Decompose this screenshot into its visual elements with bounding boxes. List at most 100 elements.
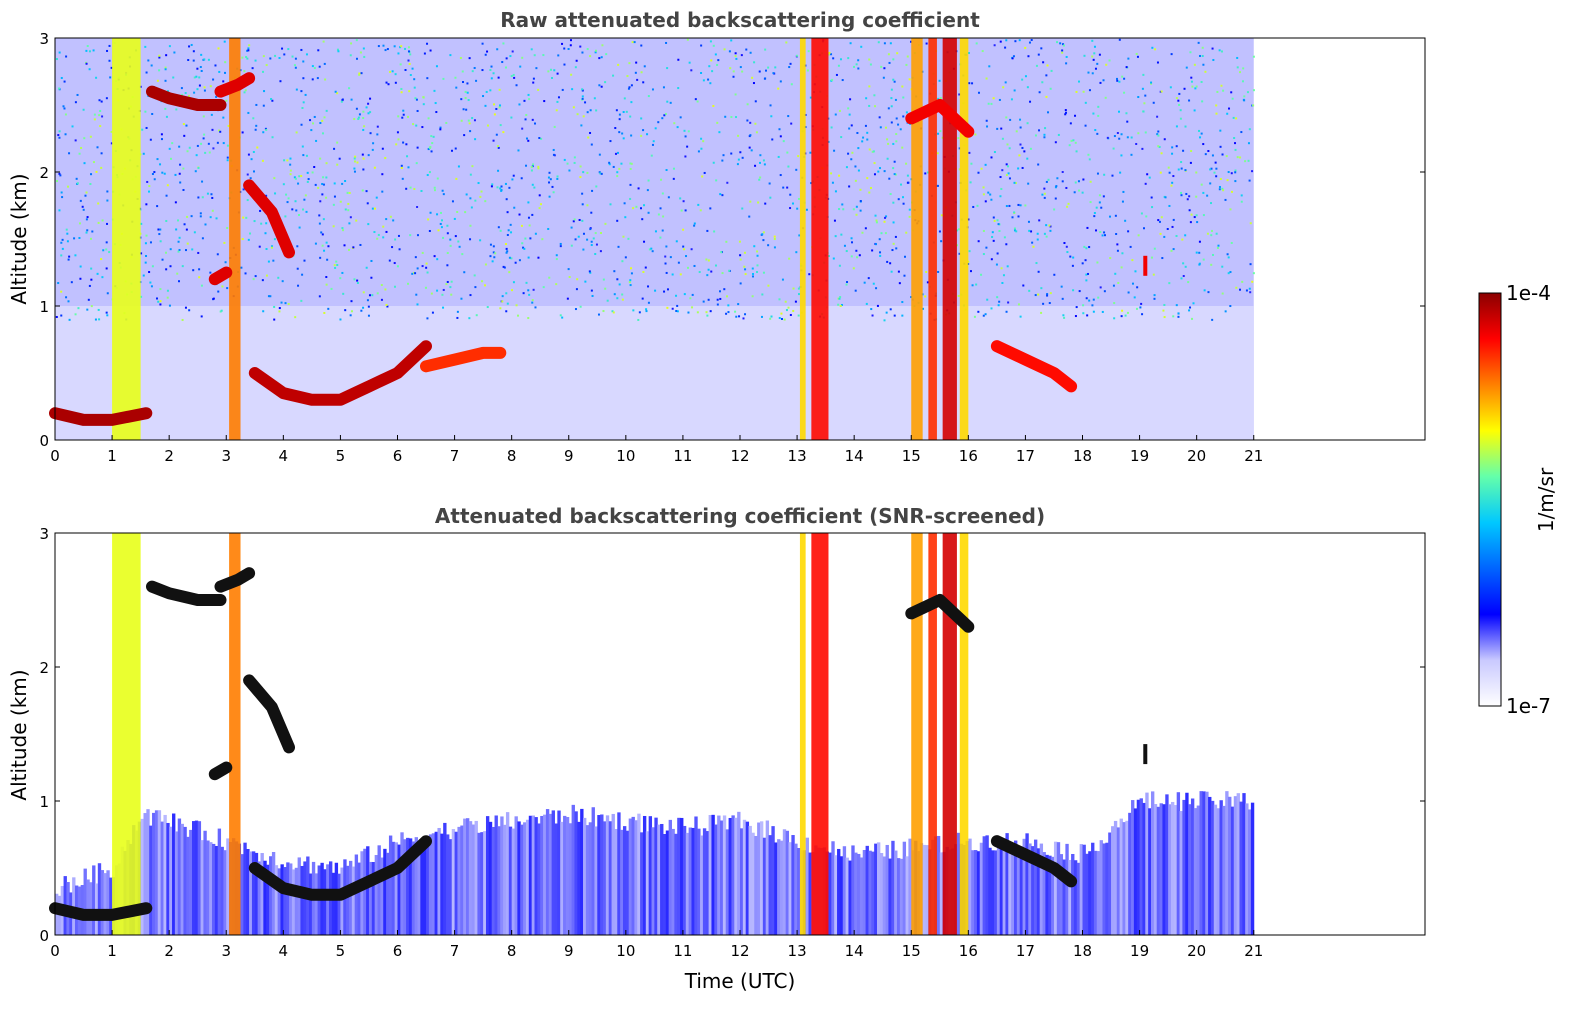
noise-speck	[1180, 167, 1183, 170]
noise-speck	[377, 233, 380, 236]
noise-speck	[320, 231, 323, 234]
noise-speck	[1249, 222, 1252, 225]
noise-speck	[358, 113, 361, 116]
noise-speck	[1178, 103, 1181, 106]
noise-speck	[856, 256, 859, 259]
noise-speck	[1054, 186, 1057, 189]
noise-speck	[538, 137, 541, 140]
noise-speck	[147, 190, 150, 193]
cloud-segment	[243, 674, 295, 754]
x-tick-label: 0	[50, 942, 60, 960]
noise-speck	[525, 137, 528, 140]
noise-speck	[203, 133, 206, 136]
noise-speck	[540, 137, 543, 140]
noise-speck	[325, 109, 328, 112]
screened-column	[269, 856, 273, 935]
noise-speck	[353, 167, 356, 170]
noise-speck	[484, 200, 487, 203]
noise-speck	[531, 299, 534, 302]
noise-speck	[1198, 54, 1201, 57]
noise-speck	[660, 178, 663, 181]
noise-speck	[462, 81, 465, 84]
noise-speck	[757, 201, 760, 204]
noise-speck	[677, 58, 680, 61]
noise-speck	[1161, 257, 1164, 260]
noise-speck	[732, 75, 735, 78]
noise-speck	[96, 272, 99, 275]
noise-speck	[621, 298, 624, 301]
noise-speck	[532, 81, 535, 84]
screened-column	[1085, 853, 1089, 935]
noise-speck	[1092, 112, 1095, 115]
noise-speck	[479, 195, 482, 198]
noise-speck	[166, 184, 169, 187]
noise-speck	[511, 289, 514, 292]
noise-speck	[602, 278, 605, 281]
noise-speck	[595, 49, 598, 52]
noise-speck	[1121, 252, 1124, 255]
noise-speck	[470, 206, 473, 209]
noise-speck	[212, 297, 215, 300]
screened-column	[1096, 851, 1101, 935]
noise-speck	[484, 263, 487, 266]
x-tick-label: 16	[959, 447, 978, 465]
noise-speck	[1210, 202, 1213, 205]
noise-speck	[1226, 112, 1229, 115]
noise-speck	[1239, 156, 1242, 159]
screened-column	[1076, 862, 1081, 935]
screened-column	[979, 842, 984, 935]
noise-speck	[848, 113, 851, 116]
noise-speck	[1240, 194, 1243, 197]
noise-speck	[341, 227, 344, 230]
screened-column	[331, 872, 336, 935]
noise-speck	[486, 306, 489, 309]
noise-speck	[1127, 230, 1130, 233]
noise-speck	[1114, 272, 1117, 275]
noise-speck	[797, 314, 800, 317]
precip-column	[942, 533, 957, 935]
noise-speck	[1011, 57, 1014, 60]
noise-speck	[910, 296, 913, 299]
noise-speck	[517, 314, 520, 317]
noise-speck	[360, 309, 363, 312]
noise-speck	[712, 44, 715, 47]
noise-speck	[629, 284, 632, 287]
noise-speck	[491, 183, 494, 186]
noise-speck	[1098, 194, 1101, 197]
noise-speck	[325, 176, 328, 179]
noise-speck	[895, 247, 898, 250]
noise-speck	[203, 86, 206, 89]
screened-column	[431, 833, 436, 935]
noise-speck	[344, 309, 347, 312]
noise-speck	[1086, 226, 1089, 229]
noise-speck	[156, 205, 159, 208]
noise-speck	[272, 259, 275, 262]
noise-speck	[893, 314, 896, 317]
noise-speck	[168, 147, 171, 150]
noise-speck	[1114, 214, 1117, 217]
noise-speck	[436, 289, 439, 292]
noise-speck	[356, 161, 359, 164]
noise-speck	[142, 152, 145, 155]
noise-speck	[609, 203, 612, 206]
noise-speck	[721, 194, 724, 197]
noise-speck	[716, 121, 719, 124]
noise-speck	[579, 165, 582, 168]
noise-speck	[547, 227, 550, 230]
noise-speck	[1061, 49, 1064, 52]
noise-speck	[431, 142, 434, 145]
screened-column	[1111, 826, 1115, 935]
noise-speck	[267, 260, 270, 263]
noise-speck	[353, 118, 356, 121]
noise-speck	[685, 255, 688, 258]
screened-column	[186, 836, 190, 935]
noise-speck	[1040, 47, 1043, 50]
noise-speck	[467, 99, 470, 102]
noise-speck	[465, 193, 468, 196]
screened-column	[1045, 854, 1049, 935]
noise-speck	[502, 265, 505, 268]
noise-speck	[362, 168, 365, 171]
noise-speck	[149, 281, 152, 284]
noise-speck	[665, 245, 668, 248]
y-tick-label: 0	[39, 927, 49, 945]
